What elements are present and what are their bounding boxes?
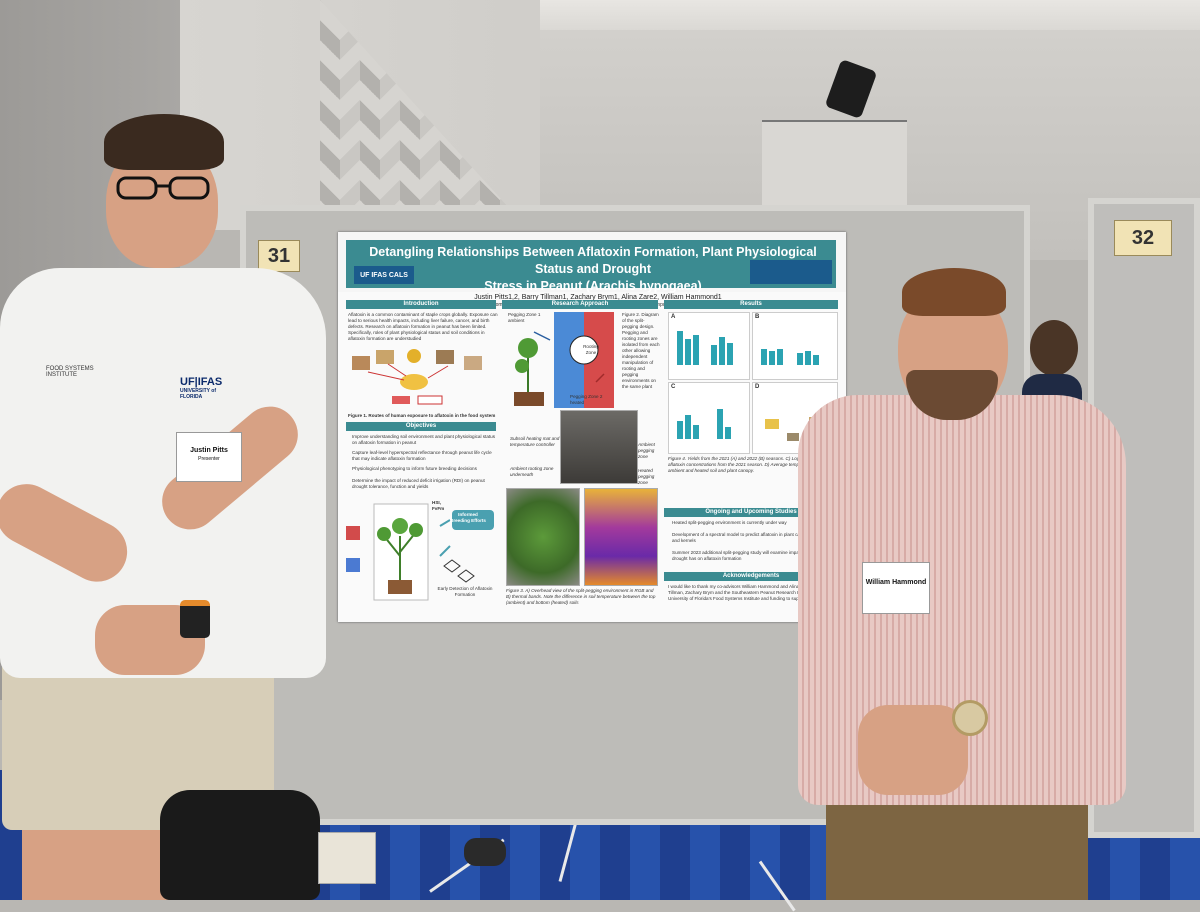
bars-c <box>677 409 745 439</box>
person2-badge-name: William Hammond <box>865 579 927 586</box>
figure3-caption: Figure 3. A) Overhead view of the split-… <box>506 588 656 605</box>
glasses-icon <box>116 176 210 200</box>
acknowledgements-header: Acknowledgements <box>664 572 838 581</box>
research-approach-header: Research Approach <box>502 300 658 309</box>
ambient-zone-label: Ambient rooting zone underneath <box>510 466 554 477</box>
split-pegging-diagram <box>514 312 614 408</box>
person2-clasped-hands <box>858 705 968 795</box>
introduction-header: Introduction <box>346 300 496 309</box>
breeding-detection-graphic <box>346 503 494 601</box>
bar <box>685 415 691 439</box>
figure4-caption: Figure 4. Yields from the 2021 (A) and 2… <box>668 456 829 473</box>
results-chart-b: B <box>752 312 838 380</box>
informed-breeding-label: Informed Breeding Efforts <box>450 512 486 523</box>
ongoing-1: Heated split-pegging environment is curr… <box>672 520 787 525</box>
panel-label-d: D <box>755 384 760 390</box>
board-number-32: 32 <box>1114 220 1172 256</box>
person2-hair <box>902 268 1006 316</box>
floor-line <box>558 823 577 882</box>
research-poster: Detangling Relationships Between Aflatox… <box>338 232 846 622</box>
bar <box>693 425 699 439</box>
uf-ifas-logo: UF IFAS CALS <box>354 266 414 284</box>
zone1-label: Pegging Zone 1 ambient <box>508 312 541 323</box>
ongoing-header: Ongoing and Upcoming Studies <box>664 508 838 517</box>
food-systems-logo <box>750 260 832 284</box>
bar <box>725 427 731 439</box>
results-chart-a: A <box>668 312 750 380</box>
person1-badge-name: Justin Pitts <box>190 447 228 454</box>
bar <box>685 339 691 365</box>
person1-badge-role: Presenter <box>198 456 220 462</box>
panel-label-a: A <box>671 314 676 320</box>
bars-b <box>761 343 833 365</box>
bar <box>813 355 819 365</box>
bar <box>677 331 683 365</box>
panel-label-c: C <box>671 384 676 390</box>
balcony <box>762 120 907 212</box>
poster-title-line1: Detangling Relationships Between Aflatox… <box>369 245 817 276</box>
figure2-caption: Figure 2. Diagram of the split-pegging d… <box>622 312 660 389</box>
watch-icon <box>180 600 210 638</box>
objective-4: Determine the impact of reduced deficit … <box>352 478 485 489</box>
bar <box>717 409 723 439</box>
poster-title: Detangling Relationships Between Aflatox… <box>358 244 828 295</box>
bars-a <box>677 331 745 365</box>
hsi-label: HSI, FvFm <box>432 500 445 511</box>
acknowledgements-text: I would like to thank my co-advisors Wil… <box>668 584 836 601</box>
person1-badge-text: Justin Pitts Presenter <box>177 447 241 463</box>
floor-line <box>758 860 796 912</box>
bar <box>769 351 775 365</box>
objectives-header: Objectives <box>346 422 496 431</box>
bar <box>719 337 725 365</box>
figure1-caption: Figure 1. Routes of human exposure to af… <box>348 413 496 418</box>
uf-ifas-shirt-logo-sub: UNIVERSITY of FLORIDA <box>180 388 217 400</box>
zone2-label: Pegging Zone 2 heated <box>570 394 603 405</box>
person2-name-badge: William Hammond <box>862 562 930 614</box>
person1-hair <box>104 114 224 170</box>
bar <box>805 351 811 365</box>
backpack <box>160 790 320 900</box>
bar <box>677 421 683 439</box>
objective-1: Improve understanding soil environment a… <box>352 434 496 445</box>
bar <box>693 335 699 365</box>
poster-title-line2: Stress in Peanut (Arachis hypogaea) <box>484 279 702 293</box>
rooting-zone-label: Rooting Zone <box>583 344 599 355</box>
food-systems-shirt-badge: FOOD SYSTEMS INSTITUTE <box>46 366 94 378</box>
thermal-overhead-photo <box>584 488 658 586</box>
board-number-31: 31 <box>258 240 300 272</box>
bar <box>761 349 767 365</box>
shoe <box>464 838 506 866</box>
ongoing-2: Development of a spectral model to predi… <box>672 532 834 543</box>
poster-authors: Justin Pitts1,2, Barry Tillman1, Zachary… <box>474 294 722 301</box>
box-marker <box>765 419 779 429</box>
results-header: Results <box>664 300 838 309</box>
panel-label-b: B <box>755 314 760 320</box>
heated-pegging-label: Heated pegging zone <box>638 468 655 485</box>
rgb-overhead-photo <box>506 488 580 586</box>
bar <box>727 343 733 365</box>
objective-3: Physiological phenotyping to inform futu… <box>352 466 477 471</box>
results-chart-c: C <box>668 382 750 454</box>
heating-setup-photo <box>560 410 638 484</box>
person1-name-badge: Justin Pitts Presenter <box>176 432 242 482</box>
cardboard-box <box>318 832 376 884</box>
uf-ifas-shirt-logo-text: UF|IFAS <box>180 376 223 388</box>
ongoing-3: Summer 2023 additional split-pegging stu… <box>672 550 822 561</box>
ambient-pegging-label: Ambient pegging zone <box>638 442 655 459</box>
aflatoxin-exposure-diagram <box>352 349 482 405</box>
subsoil-label: Subsoil heating mat and temperature cont… <box>510 436 560 447</box>
uf-ifas-shirt-logo: UF|IFAS UNIVERSITY of FLORIDA <box>180 376 236 400</box>
objective-2: Capture leaf-level hyperspectral reflect… <box>352 450 492 461</box>
watch-icon <box>952 700 988 736</box>
bar <box>711 345 717 365</box>
bar <box>797 353 803 365</box>
early-detection-label: Early Detection of Aflatoxin Formation <box>437 586 493 597</box>
bar <box>777 349 783 365</box>
box-marker <box>787 433 799 441</box>
introduction-text: Aflatoxin is a common contaminant of sta… <box>348 312 498 341</box>
